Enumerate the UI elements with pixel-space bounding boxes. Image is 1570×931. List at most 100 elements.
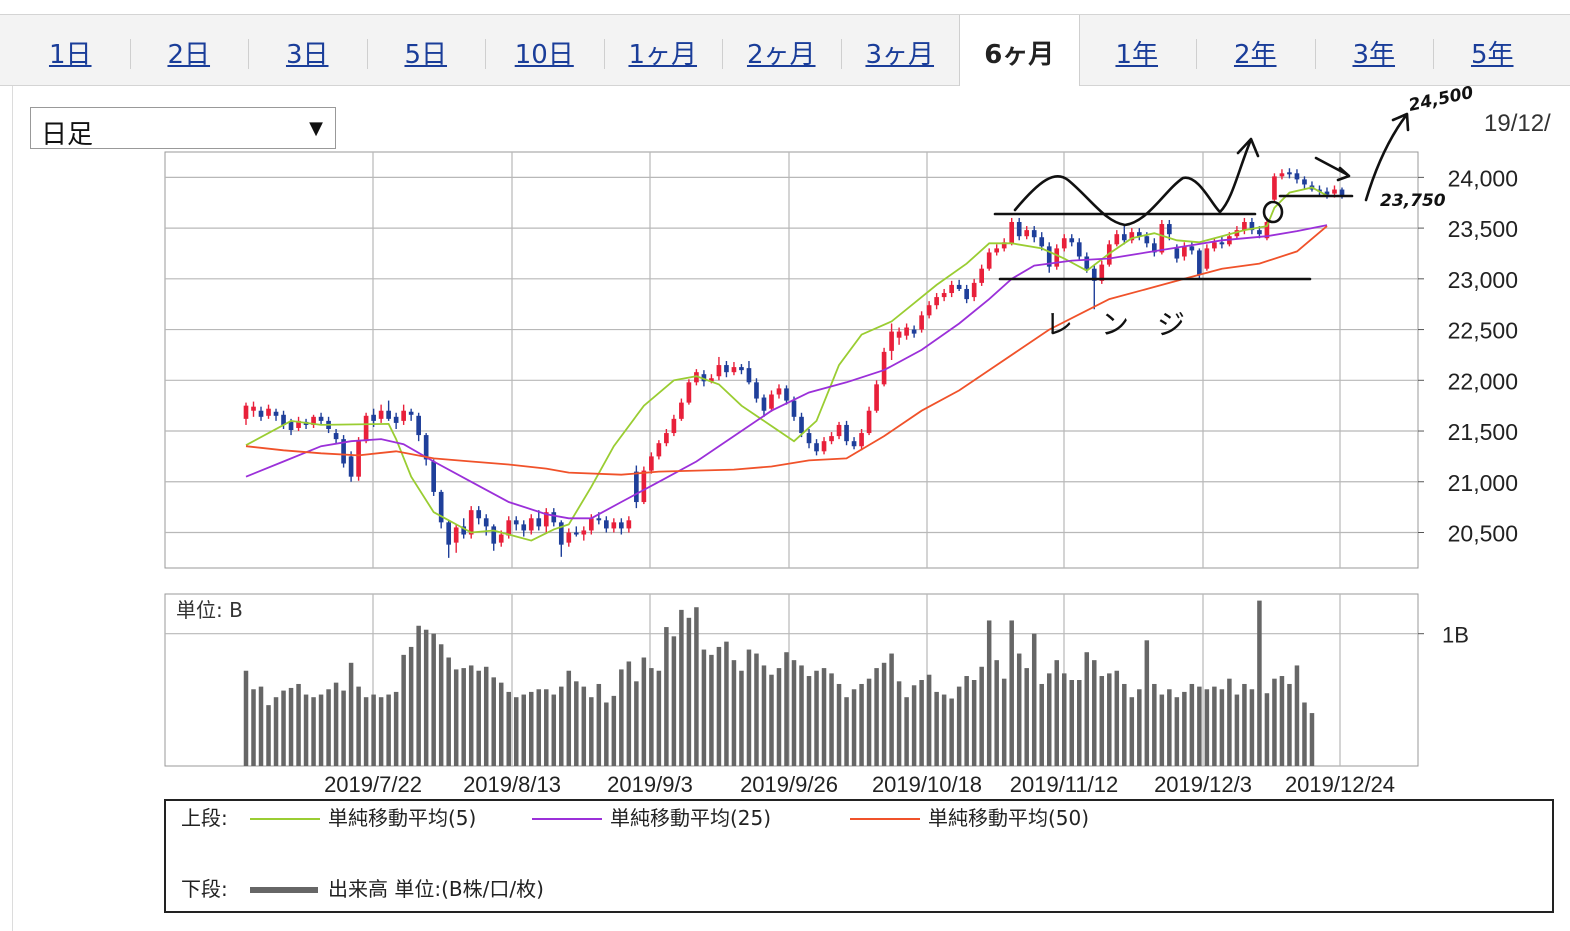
candle-body <box>1174 248 1180 259</box>
candle <box>829 432 834 445</box>
candle-body <box>333 433 339 440</box>
candle <box>1114 230 1120 247</box>
candle-body <box>656 443 662 457</box>
candle-body <box>513 520 519 525</box>
volume-bar <box>1294 665 1300 766</box>
candle-body <box>393 416 399 423</box>
volume-bar <box>634 681 639 766</box>
candle <box>1182 242 1187 261</box>
volume-bar <box>776 668 782 766</box>
volume-bar <box>679 609 684 766</box>
candle-body <box>1287 172 1292 175</box>
tab-2[interactable]: 3日 <box>285 40 329 70</box>
candle-body <box>1016 222 1022 237</box>
candle-body <box>1212 242 1217 249</box>
tab-9[interactable]: 1年 <box>1115 40 1159 70</box>
down-arrow <box>1314 156 1351 182</box>
tab-5[interactable]: 1ヶ月 <box>628 40 698 70</box>
volume-bar <box>1016 653 1022 766</box>
volume-bar <box>934 691 939 766</box>
candle-body <box>971 282 977 298</box>
candle-body <box>341 439 346 464</box>
candle <box>1129 228 1135 244</box>
tab-0[interactable]: 1日 <box>48 40 92 70</box>
volume-bar <box>664 627 669 766</box>
candle <box>431 459 436 496</box>
candle-body <box>273 411 279 416</box>
candle-body <box>581 530 587 535</box>
candle-body <box>1242 222 1247 231</box>
candle-body <box>1031 230 1037 238</box>
candle-body <box>821 441 827 452</box>
candle <box>806 428 812 449</box>
candle-body <box>506 520 512 536</box>
volume-bar <box>1204 689 1210 766</box>
volume-bar <box>386 694 391 766</box>
volume-bar <box>341 690 346 766</box>
volume-unit-label: 単位: B <box>176 598 243 622</box>
chevron-down-icon: ▼ <box>309 118 323 139</box>
candle-body <box>498 534 504 543</box>
volume-bar <box>1084 652 1090 766</box>
legend-entry-0: 単純移動平均(5) <box>328 806 476 830</box>
candle <box>243 402 249 425</box>
candle-period-select[interactable]: 日足 ▼ <box>30 107 336 150</box>
candle <box>971 278 977 302</box>
tab-8[interactable]: 6ヶ月 <box>959 15 1080 86</box>
volume-bar <box>611 695 617 766</box>
candle <box>761 394 767 417</box>
volume-bar <box>506 691 511 766</box>
candle-body <box>844 424 849 442</box>
tab-separator <box>603 39 605 69</box>
up-arrow <box>1364 112 1410 202</box>
x-tick-label: 2019/11/12 <box>1010 772 1118 797</box>
volume-bar <box>498 682 504 766</box>
volume-bar <box>1144 640 1150 766</box>
candle-body <box>806 433 812 444</box>
candle-body <box>528 518 534 531</box>
candle <box>739 364 744 375</box>
candle-body <box>1114 234 1120 245</box>
volume-bar <box>1077 680 1082 766</box>
tab-12[interactable]: 5年 <box>1470 40 1514 70</box>
volume-bar <box>574 681 579 766</box>
y-tick-label: 20,500 <box>1448 520 1518 546</box>
candle-body <box>634 471 639 503</box>
candle-body <box>881 351 887 385</box>
volume-bar <box>731 660 737 766</box>
candle-body <box>889 331 894 351</box>
tab-7[interactable]: 3ヶ月 <box>865 40 935 70</box>
y-tick-label: 24,000 <box>1448 165 1518 191</box>
candle <box>258 406 264 421</box>
candle <box>356 437 361 481</box>
tab-3[interactable]: 5日 <box>404 40 448 70</box>
x-tick-label: 2019/7/22 <box>324 772 422 797</box>
candle-body <box>438 491 444 523</box>
tab-11[interactable]: 3年 <box>1352 40 1396 70</box>
volume-bar <box>303 694 309 766</box>
tab-10[interactable]: 2年 <box>1233 40 1277 70</box>
volume-bar <box>559 686 564 766</box>
volume-tick-label: 1B <box>1442 623 1469 648</box>
tab-1[interactable]: 2日 <box>167 40 211 70</box>
volume-bar <box>671 636 677 766</box>
legend-volume-text: 出来高 単位:(B株/口/枚) <box>328 877 544 901</box>
candle <box>423 433 429 466</box>
candle-body <box>754 382 759 399</box>
candle-body <box>1294 173 1300 180</box>
x-tick-label: 2019/9/26 <box>740 772 838 797</box>
volume-bar <box>438 644 444 766</box>
candle-body <box>596 518 602 521</box>
tab-6[interactable]: 2ヶ月 <box>746 40 816 70</box>
tab-4[interactable]: 10日 <box>514 40 574 70</box>
candle-body <box>731 367 737 373</box>
candle <box>604 516 609 533</box>
volume-bar <box>401 654 406 766</box>
candle <box>911 325 917 338</box>
candle-body <box>318 416 324 421</box>
candle-body <box>1167 224 1172 235</box>
candle-body <box>468 510 474 535</box>
candle-body <box>791 400 797 417</box>
candle-body <box>251 406 256 411</box>
candle <box>626 516 632 533</box>
